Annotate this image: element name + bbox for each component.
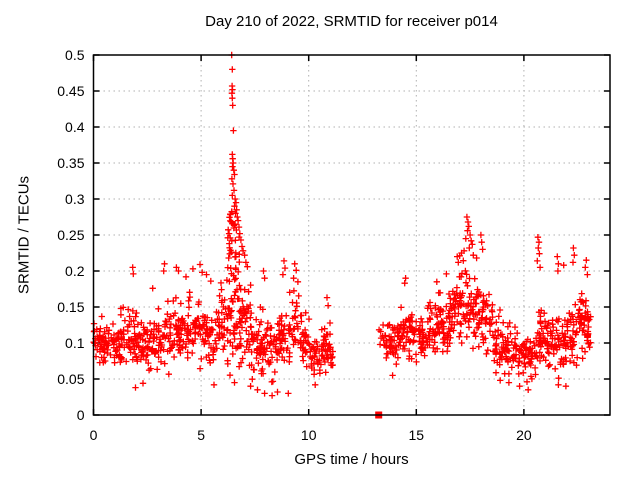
svg-text:0.45: 0.45 [57, 83, 84, 99]
svg-text:0.5: 0.5 [65, 47, 85, 63]
svg-text:10: 10 [301, 427, 317, 443]
svg-text:0.1: 0.1 [65, 335, 85, 351]
x-axis-label: GPS time / hours [294, 451, 409, 468]
svg-text:5: 5 [197, 427, 205, 443]
svg-text:15: 15 [409, 427, 425, 443]
y-tick-labels: 0 0.05 0.1 0.15 0.2 0.25 0.3 0.35 0.4 0.45 0.5 [57, 47, 84, 423]
svg-text:0.2: 0.2 [65, 263, 85, 279]
svg-text:0.4: 0.4 [65, 119, 85, 135]
svg-text:0.05: 0.05 [57, 371, 84, 387]
svg-text:0.3: 0.3 [65, 191, 85, 207]
gridlines [93, 55, 610, 415]
svg-text:0.25: 0.25 [57, 227, 84, 243]
plot-border [92, 54, 611, 416]
svg-text:0.15: 0.15 [57, 299, 84, 315]
data-points [90, 51, 594, 399]
svg-text:0: 0 [90, 427, 98, 443]
svg-text:0: 0 [77, 407, 85, 423]
svg-text:20: 20 [516, 427, 532, 443]
axis-ticks [92, 54, 610, 416]
svg-text:0.35: 0.35 [57, 155, 84, 171]
x-tick-labels: 0 5 10 15 20 [90, 427, 532, 443]
chart-title: Day 210 of 2022, SRMTID for receiver p01… [205, 13, 498, 30]
